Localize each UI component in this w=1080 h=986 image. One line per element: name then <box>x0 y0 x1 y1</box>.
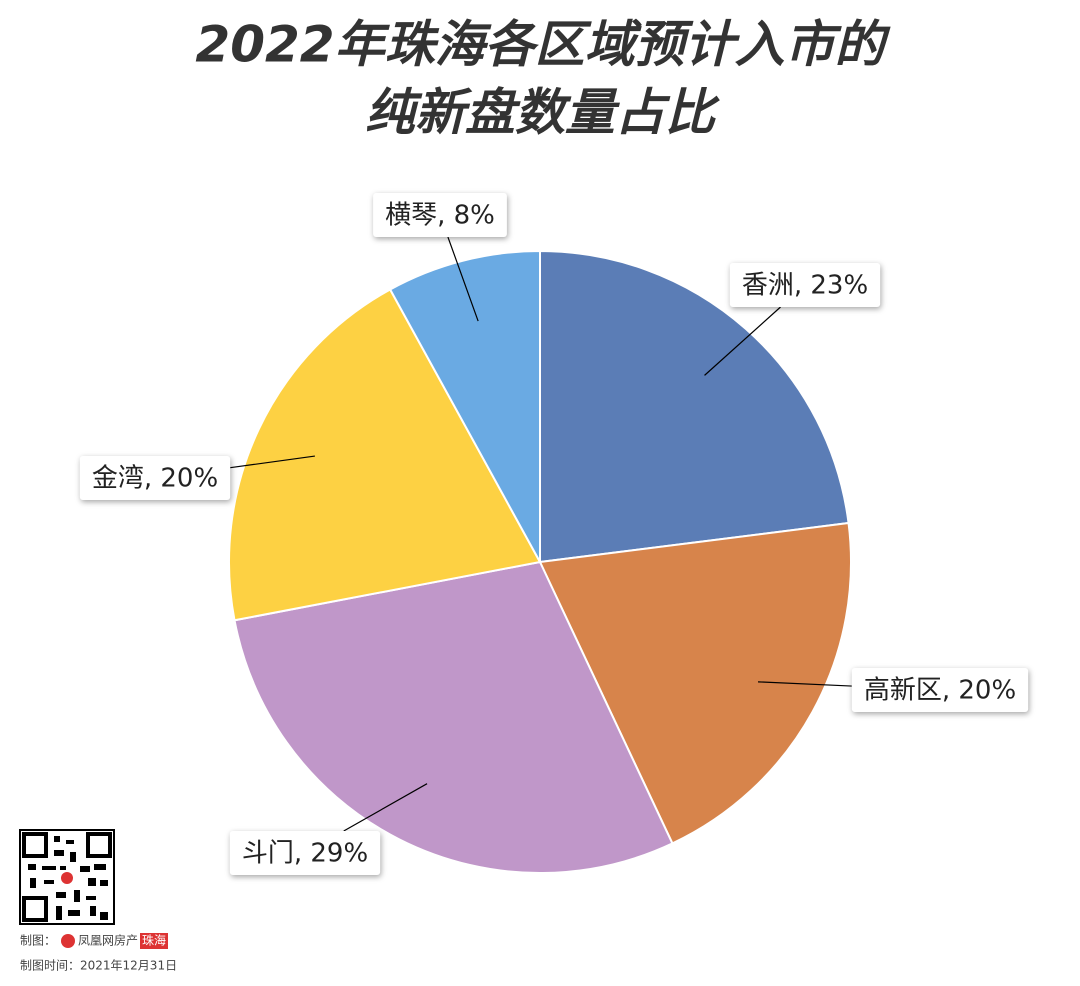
maker-label: 制图： <box>20 934 56 948</box>
qr-code <box>19 829 115 925</box>
pie-slice: 高新区 <box>538 521 852 845</box>
data-label: 横琴, 8% <box>385 201 495 231</box>
data-label: 高新区, 20% <box>864 676 1016 706</box>
leader-line <box>343 783 428 832</box>
logo-badge <box>140 933 168 949</box>
label-box <box>229 831 381 875</box>
label-box <box>729 263 881 307</box>
logo-icon <box>61 934 75 948</box>
pie-slice: 横琴 <box>388 249 541 563</box>
data-label: 香洲, 23% <box>742 271 868 301</box>
pie-slice: 香洲 <box>539 249 850 564</box>
pie-slice: 斗门 <box>233 560 674 874</box>
logo-text: 凤凰网房产 <box>78 933 138 948</box>
data-label: 斗门, 29% <box>242 839 368 869</box>
data-label: 金湾, 20% <box>92 464 218 494</box>
chart-title: 2022年珠海各区域预计入市的 <box>195 16 890 74</box>
label-box <box>373 193 507 237</box>
chart-title: 纯新盘数量占比 <box>365 84 720 142</box>
logo-city: 珠海 <box>142 933 166 948</box>
leader-line <box>230 455 315 469</box>
label-box <box>851 668 1029 712</box>
leader-line <box>757 681 852 687</box>
pie-slice: 金湾 <box>228 288 542 622</box>
leader-line <box>447 236 479 322</box>
leader-line <box>704 306 781 376</box>
date-label: 制图时间：2021年12月31日 <box>20 959 177 973</box>
label-box <box>79 456 231 500</box>
